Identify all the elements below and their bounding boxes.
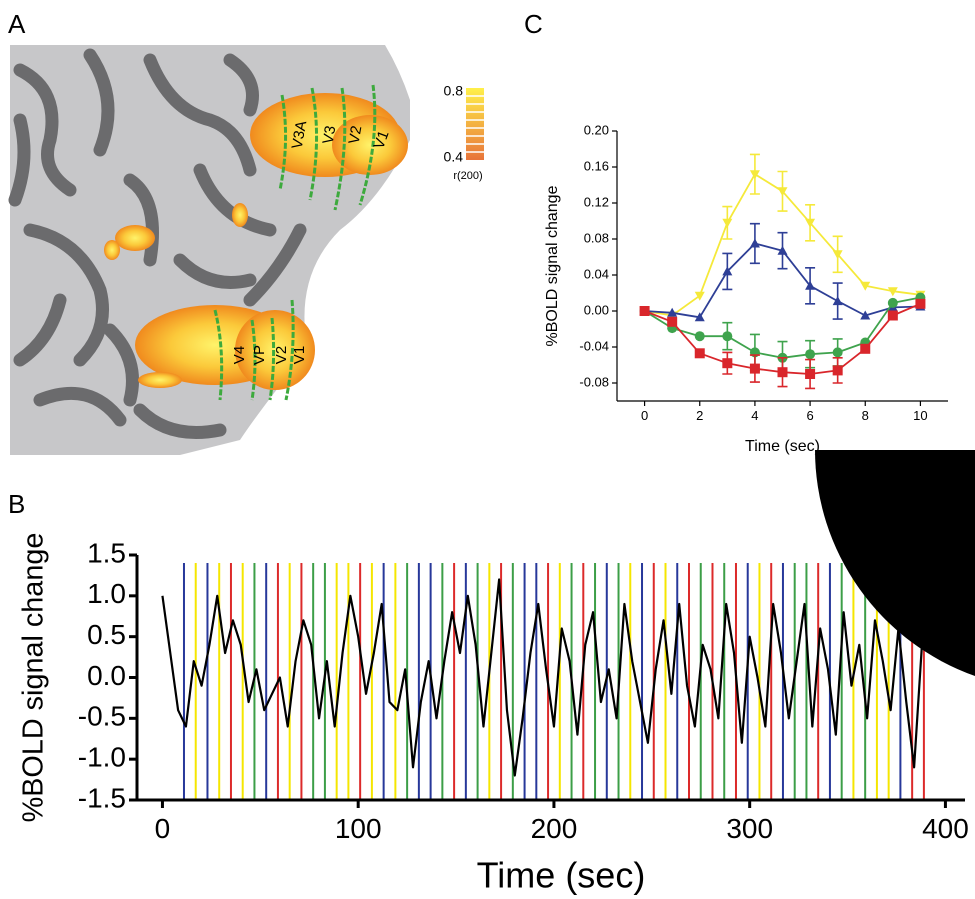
occluding-shape (815, 450, 975, 676)
panel-label: C (524, 9, 543, 39)
marker (694, 348, 705, 359)
marker (722, 218, 733, 228)
y-tick-label: 0.00 (584, 302, 609, 317)
x-tick-label: 200 (531, 813, 578, 844)
x-tick-label: 6 (806, 408, 813, 423)
y-tick-label: -0.5 (78, 701, 126, 732)
area-label: V1 (291, 346, 308, 364)
marker (694, 291, 705, 301)
marker (805, 369, 816, 379)
y-tick-label: -1.0 (78, 742, 126, 773)
y-tick-label: 0.20 (584, 122, 609, 137)
marker (722, 331, 733, 342)
x-tick-label: 4 (751, 408, 758, 423)
y-tick-label: 0.08 (584, 230, 609, 245)
area-label: V2 (273, 346, 290, 364)
marker (860, 343, 871, 354)
area-label: V1 (370, 128, 392, 151)
charts: 0.200.160.120.080.040.00-0.04-0.080 2 4 6 8 1… (18, 122, 969, 895)
x-tick-label: 400 (922, 813, 969, 844)
brain-map: V3A V3 V2 V1 V4 VP V2 V1 (8, 45, 410, 455)
marker (805, 349, 816, 360)
x-tick-label: 0 (641, 408, 648, 423)
y-tick-label: 0.04 (584, 266, 609, 281)
marker (777, 245, 788, 255)
y-tick-label: 0.16 (584, 158, 609, 173)
marker (805, 280, 816, 290)
y-tick-label: 0.12 (584, 194, 609, 209)
marker (832, 365, 843, 376)
x-tick-label: 0 (155, 813, 171, 844)
marker (749, 363, 760, 374)
y-tick-label: 1.0 (87, 578, 126, 609)
marker (639, 306, 650, 316)
marker (887, 287, 898, 297)
area-label: V3A (289, 119, 311, 150)
x-tick-label: 10 (913, 408, 927, 423)
y-axis-label: %BOLD signal change (18, 533, 50, 823)
panel-label: B (8, 489, 25, 519)
marker (667, 307, 678, 317)
y-tick-label: -0.04 (579, 338, 609, 353)
data-line (161, 578, 939, 777)
marker (777, 187, 788, 197)
marker (722, 358, 733, 369)
y-tick-label: 0.0 (87, 660, 126, 691)
marker (777, 367, 788, 378)
marker (694, 312, 705, 322)
area-label: VP (251, 345, 268, 365)
marker (694, 331, 705, 342)
y-tick-label: -0.08 (579, 374, 609, 389)
area-label: V2 (346, 124, 366, 145)
colorbar: 0.8 0.4 r(200) (444, 83, 484, 182)
y-axis-label: %BOLD signal change (544, 185, 561, 346)
y-tick-label: 0.5 (87, 619, 126, 650)
panel-label: A (8, 9, 26, 39)
colorbar-min: 0.4 (444, 149, 464, 165)
marker (915, 298, 926, 309)
marker (749, 170, 760, 180)
y-tick-label: -1.5 (78, 782, 126, 813)
area-label: V3 (320, 124, 340, 145)
x-tick-label: 100 (335, 813, 382, 844)
area-label: V4 (231, 346, 248, 364)
marker (860, 310, 871, 320)
x-tick-label: 2 (696, 408, 703, 423)
marker (805, 218, 816, 228)
x-tick-label: 8 (862, 408, 869, 423)
marker (722, 266, 733, 276)
marker (860, 281, 871, 291)
colorbar-max: 0.8 (444, 83, 464, 99)
x-axis-label: Time (sec) (477, 855, 646, 896)
marker (832, 296, 843, 306)
marker (667, 316, 678, 327)
x-tick-label: 300 (726, 813, 773, 844)
marker (887, 297, 898, 308)
x-axis-label: Time (sec) (745, 438, 820, 455)
y-tick-label: 1.5 (87, 537, 126, 568)
marker (749, 238, 760, 248)
marker (832, 347, 843, 358)
marker (887, 310, 898, 321)
marker (832, 250, 843, 260)
colorbar-label: r(200) (453, 170, 482, 182)
